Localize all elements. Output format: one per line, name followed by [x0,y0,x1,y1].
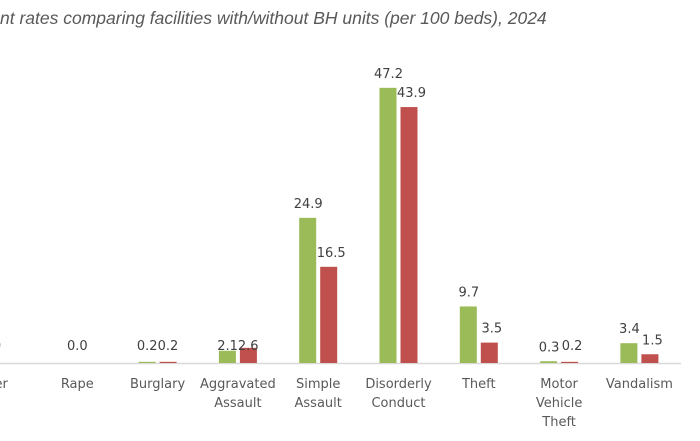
data-label-green: 3.4 [619,322,640,337]
data-label: 2.12.6 [217,339,258,354]
data-label-green: 24.9 [294,197,323,212]
category-label: Theft [541,415,576,430]
data-label-red: 3.5 [481,322,502,337]
data-label-red: 0.2 [562,339,583,354]
chart-title: nt rates comparing facilities with/witho… [0,8,547,28]
category-label: Assault [214,396,261,411]
bar-green [379,87,397,363]
data-label-red: 1.5 [642,333,663,348]
category-label: der [0,377,8,392]
bar-green [620,343,638,363]
category-label: Assault [295,396,342,411]
category-label: Simple [296,377,340,392]
category-label: Rape [61,377,94,392]
data-label-red: 16.5 [317,246,346,261]
bar-red [480,342,498,363]
category-label: Disorderly [365,377,432,392]
bar-red [239,347,257,363]
category-label: Aggravated [200,377,276,392]
bar-green [218,350,236,363]
bar-red [400,107,418,363]
bar-green [540,361,558,363]
category-label: Vandalism [606,377,673,392]
bar-red [561,361,579,363]
data-label-green: 9.7 [458,285,479,300]
bar-green [138,361,156,363]
data-label: 0.0 [67,339,88,354]
bar-green [299,217,317,363]
data-label-green: 0.3 [539,340,560,355]
category-label: Vehicle [536,396,583,411]
bar-green [459,306,477,363]
category-label: Motor [540,377,578,392]
category-label: Theft [461,377,496,392]
data-label-green: 47.2 [374,67,403,82]
bar-red [320,266,338,363]
bar-red [641,354,659,363]
data-label: 0.20.2 [137,339,178,354]
data-label-red: 43.9 [397,86,426,101]
category-label: Conduct [371,396,425,411]
category-label: Burglary [130,377,185,392]
bar-red [159,361,177,363]
data-label: 0 [0,339,1,354]
